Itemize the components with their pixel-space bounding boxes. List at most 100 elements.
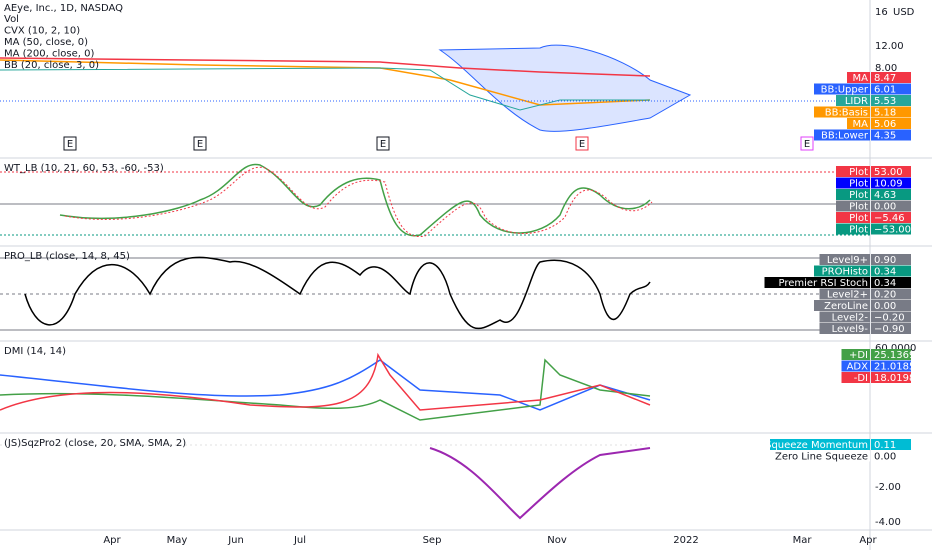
label-value-box [871, 118, 911, 129]
label-name-box [841, 349, 870, 360]
label-name-box [819, 288, 870, 300]
label-name: Plot [849, 167, 868, 178]
event-label: E [579, 139, 585, 150]
label-name: Zero Line Squeeze [775, 452, 868, 463]
label-value-box [871, 450, 911, 462]
label-name-box [814, 83, 870, 95]
label-value: −0.90 [874, 324, 905, 335]
label-name: -DI [854, 373, 868, 384]
label-value-box [871, 166, 911, 177]
label-name-box [819, 311, 870, 323]
label-name: ADX [847, 362, 869, 373]
event-label: E [197, 139, 203, 150]
label-value: 0.00 [874, 452, 896, 463]
indicator-label: CVX (10, 2, 10) [4, 26, 80, 37]
time-label: Jun [227, 535, 244, 546]
label-value: −0.20 [874, 313, 905, 324]
label-name-box [814, 129, 870, 141]
label-name: BB:Basis [825, 108, 868, 119]
label-value-box [871, 323, 911, 334]
label-name: Plot [849, 179, 868, 190]
time-label: Nov [547, 535, 567, 546]
label-value: 18.0198 [874, 373, 915, 384]
event-label: E [380, 139, 386, 150]
pane-title: PRO_LB (close, 14, 8, 45) [4, 251, 130, 262]
label-value: 25.1369 [874, 350, 915, 361]
label-name-box [847, 118, 870, 129]
label-name-box [847, 72, 870, 83]
label-value-box [871, 129, 911, 141]
label-value: 0.34 [874, 278, 896, 289]
wt-plot [0, 163, 870, 238]
label-name-box [836, 95, 870, 106]
label-value-box [871, 212, 911, 223]
currency: USD [893, 7, 915, 18]
label-name: +DI [849, 350, 868, 361]
label-name: Plot [849, 190, 868, 201]
label-name: Plot [849, 225, 868, 236]
event-marker [193, 136, 207, 151]
label-name-box [836, 166, 870, 177]
time-label: Apr [859, 535, 877, 546]
indicator-label: BB (20, close, 3, 0) [4, 60, 99, 71]
event-marker [63, 136, 77, 151]
label-value-box [871, 200, 911, 212]
label-value-box [871, 83, 911, 95]
label-name-box [770, 439, 870, 450]
label-value-box [871, 349, 911, 360]
label-name-box [836, 177, 870, 189]
label-value: 0.00 [874, 301, 896, 312]
label-name: Level9+ [827, 255, 868, 266]
label-name: Squeeze Momentum [765, 440, 868, 451]
label-value-box [871, 265, 911, 277]
label-value: −5.46 [874, 213, 905, 224]
axis-label: 12.00 [875, 41, 904, 52]
label-value-box [871, 223, 911, 235]
time-label: Apr [103, 535, 121, 546]
label-value: 5.06 [874, 119, 896, 130]
axis-label: 8.00 [875, 63, 897, 74]
label-name-box [836, 189, 870, 200]
label-value-box [871, 106, 911, 118]
label-value-box [871, 288, 911, 300]
pane-title: DMI (14, 14) [4, 346, 66, 357]
label-value-box [871, 360, 911, 372]
label-name: LIDR [845, 96, 868, 107]
label-name-box [836, 200, 870, 212]
pane-title: (JS)SqzPro2 (close, 20, SMA, SMA, 2) [4, 438, 186, 449]
label-name: MA [853, 119, 869, 130]
label-name-box [764, 277, 870, 288]
label-value: 0.00 [874, 202, 896, 213]
time-label: Mar [793, 535, 813, 546]
pane-title: WT_LB (10, 21, 60, 53, -60, -53) [4, 163, 164, 174]
indicator-label: MA (200, close, 0) [4, 49, 94, 60]
label-name-box [764, 450, 870, 462]
time-label: 2022 [673, 535, 698, 546]
axis-label: 60.0000 [875, 343, 916, 354]
label-name-box [819, 254, 870, 265]
label-name-box [841, 360, 870, 372]
label-value: 0.11 [874, 440, 896, 451]
label-value: 4.63 [874, 190, 896, 201]
label-name-box [836, 223, 870, 235]
label-value-box [871, 95, 911, 106]
label-name: Level9- [832, 324, 869, 335]
label-name-box [819, 323, 870, 334]
label-name-box [814, 265, 870, 277]
label-name: BB:Upper [821, 85, 869, 96]
label-value: 5.18 [874, 108, 896, 119]
event-marker [800, 136, 814, 151]
event-label: E [67, 139, 73, 150]
label-value-box [871, 372, 911, 383]
dmi-plot [0, 352, 651, 421]
label-value: 6.01 [874, 85, 896, 96]
label-value: 0.34 [874, 267, 896, 278]
label-value-box [871, 439, 911, 450]
event-label: E [804, 139, 810, 150]
label-name: Level2+ [827, 290, 868, 301]
label-name: Premier RSI Stoch [778, 278, 868, 289]
label-value: 21.0185 [874, 362, 915, 373]
label-name-box [814, 300, 870, 311]
label-name: MA [853, 73, 869, 84]
